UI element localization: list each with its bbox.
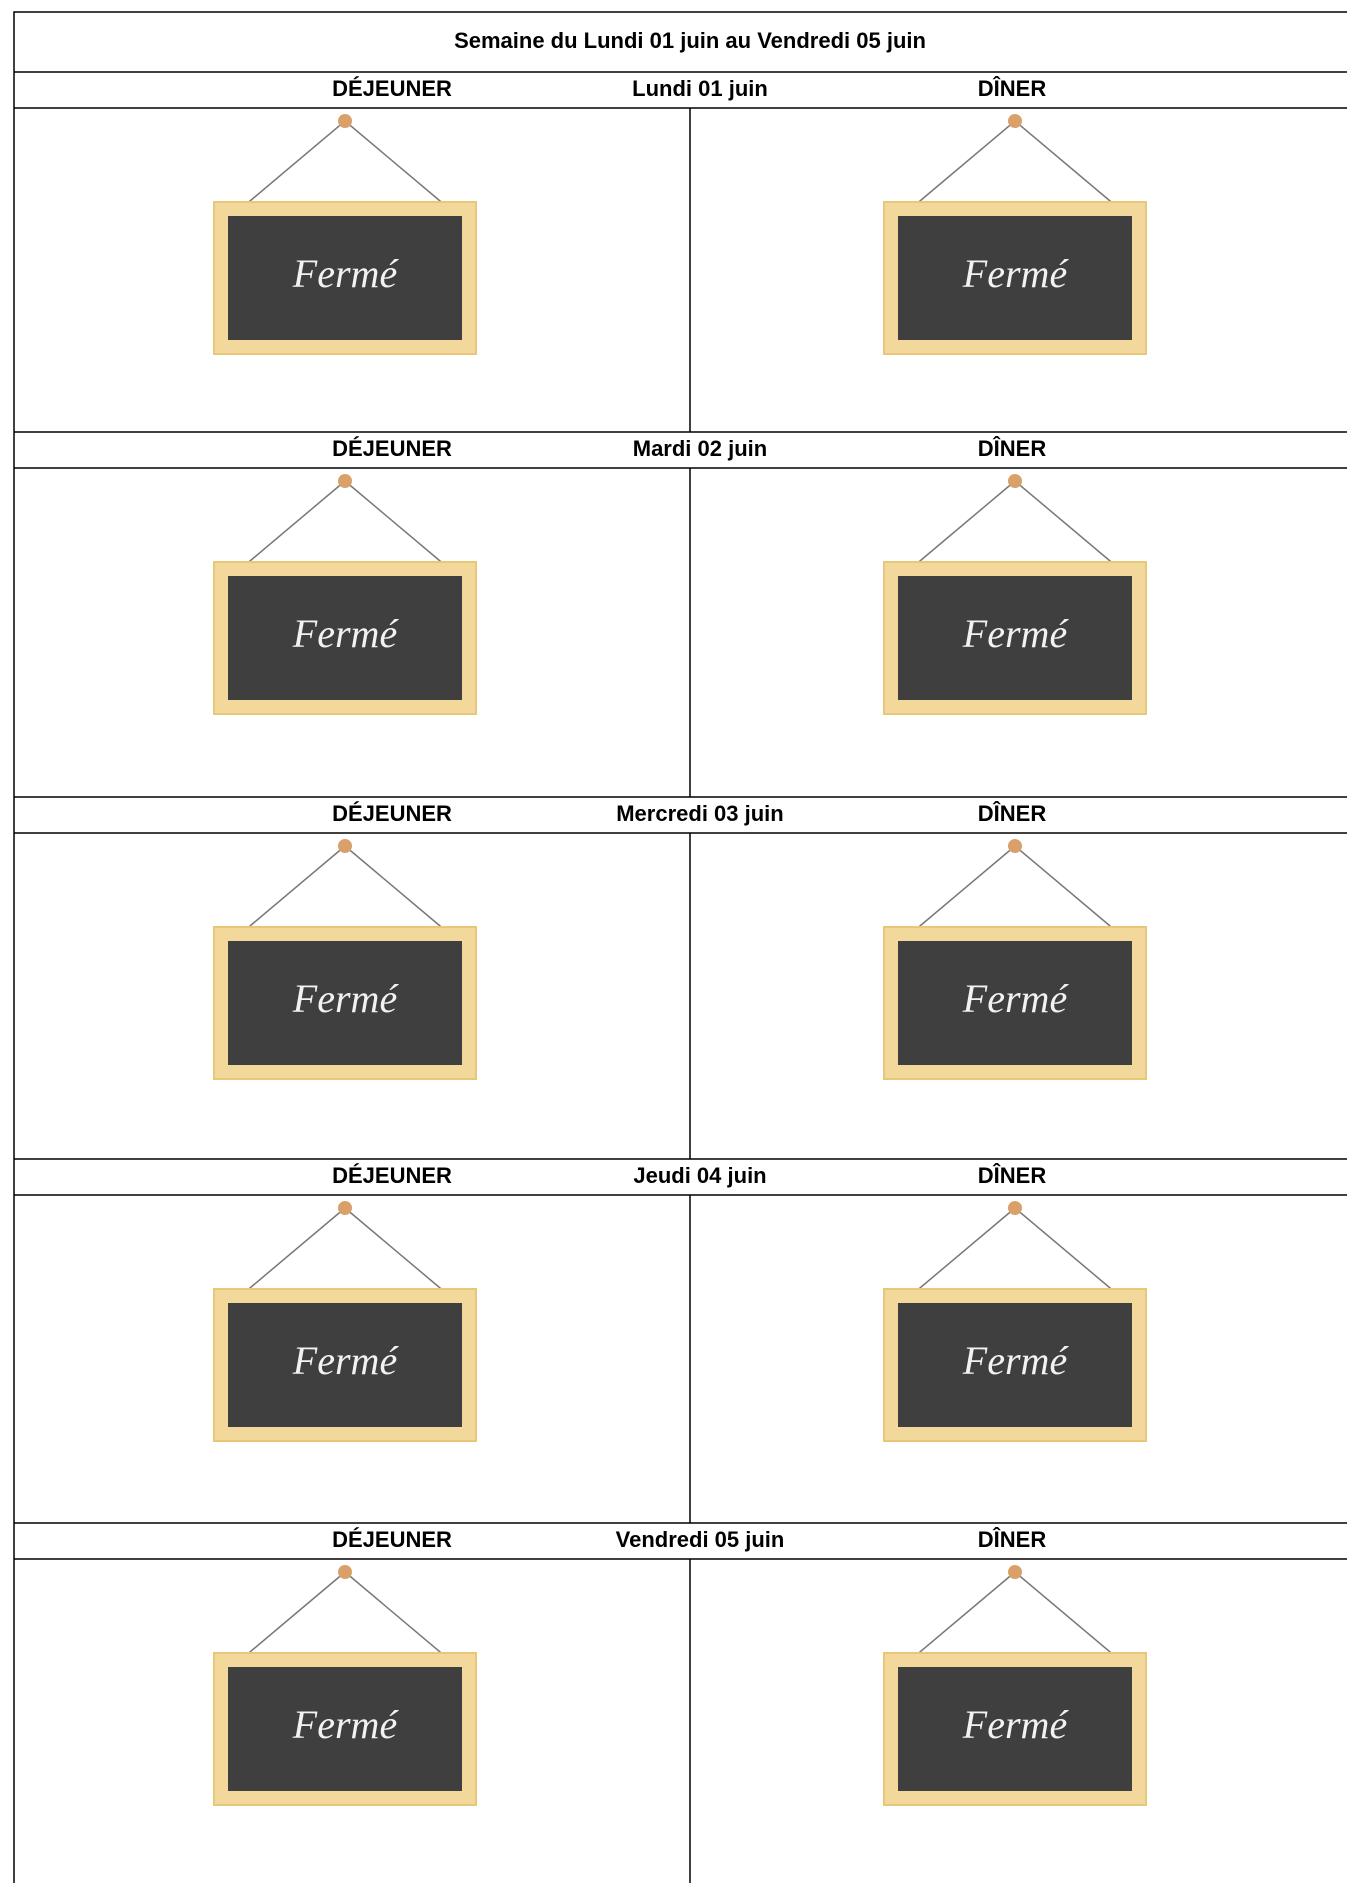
sign-string	[344, 480, 447, 567]
sign-pin	[1008, 1201, 1022, 1215]
sign-board	[228, 1667, 462, 1791]
sign-text: Fermé	[292, 1338, 400, 1383]
sign-string	[913, 480, 1016, 567]
sign-board	[228, 216, 462, 340]
sign-pin	[1008, 1565, 1022, 1579]
sign-pin	[338, 1565, 352, 1579]
sign-string	[344, 845, 447, 932]
table-title: Semaine du Lundi 01 juin au Vendredi 05 …	[454, 28, 926, 53]
closed-sign: Fermé	[883, 1201, 1147, 1442]
sign-board	[898, 216, 1132, 340]
sign-string	[1014, 1207, 1117, 1294]
sign-string	[243, 120, 346, 207]
lunch-header: DÉJEUNER	[332, 436, 452, 461]
sign-text: Fermé	[292, 976, 400, 1021]
sign-pin	[338, 1201, 352, 1215]
sign-string	[344, 1571, 447, 1658]
day-label: Vendredi 05 juin	[616, 1527, 785, 1552]
day-label: Jeudi 04 juin	[633, 1163, 766, 1188]
sign-pin	[1008, 474, 1022, 488]
closed-sign: Fermé	[213, 114, 477, 355]
sign-board	[228, 576, 462, 700]
closed-sign: Fermé	[883, 474, 1147, 715]
sign-string	[913, 120, 1016, 207]
sign-string	[1014, 120, 1117, 207]
sign-pin	[1008, 114, 1022, 128]
sign-string	[1014, 845, 1117, 932]
lunch-header: DÉJEUNER	[332, 1163, 452, 1188]
sign-string	[1014, 480, 1117, 567]
day-label: Lundi 01 juin	[632, 76, 768, 101]
table-border	[13, 11, 1347, 1883]
sign-board	[898, 576, 1132, 700]
day-label: Mardi 02 juin	[633, 436, 767, 461]
closed-sign: Fermé	[883, 839, 1147, 1080]
day-label: Mercredi 03 juin	[616, 801, 784, 826]
sign-string	[344, 1207, 447, 1294]
sign-text: Fermé	[292, 251, 400, 296]
closed-sign: Fermé	[883, 1565, 1147, 1806]
closed-sign: Fermé	[213, 839, 477, 1080]
closed-sign: Fermé	[213, 1201, 477, 1442]
sign-text: Fermé	[292, 611, 400, 656]
sign-pin	[338, 114, 352, 128]
sign-string	[913, 1207, 1016, 1294]
lunch-header: DÉJEUNER	[332, 1527, 452, 1552]
sign-pin	[338, 839, 352, 853]
closed-sign: Fermé	[213, 1565, 477, 1806]
sign-board	[898, 1667, 1132, 1791]
dinner-header: DÎNER	[978, 436, 1047, 461]
sign-string	[243, 1571, 346, 1658]
dinner-header: DÎNER	[978, 1527, 1047, 1552]
lunch-header: DÉJEUNER	[332, 801, 452, 826]
dinner-header: DÎNER	[978, 801, 1047, 826]
sign-board	[898, 1303, 1132, 1427]
sign-string	[913, 845, 1016, 932]
sign-string	[243, 845, 346, 932]
sign-board	[228, 1303, 462, 1427]
closed-sign: Fermé	[213, 474, 477, 715]
sign-string	[243, 1207, 346, 1294]
sign-pin	[338, 474, 352, 488]
sign-text: Fermé	[962, 1702, 1070, 1747]
sign-string	[1014, 1571, 1117, 1658]
lunch-header: DÉJEUNER	[332, 76, 452, 101]
sign-string	[913, 1571, 1016, 1658]
sign-text: Fermé	[962, 611, 1070, 656]
sign-string	[243, 480, 346, 567]
sign-text: Fermé	[292, 1702, 400, 1747]
dinner-header: DÎNER	[978, 76, 1047, 101]
sign-board	[228, 941, 462, 1065]
sign-pin	[1008, 839, 1022, 853]
closed-sign: Fermé	[883, 114, 1147, 355]
sign-text: Fermé	[962, 251, 1070, 296]
dinner-header: DÎNER	[978, 1163, 1047, 1188]
sign-string	[344, 120, 447, 207]
sign-board	[898, 941, 1132, 1065]
sign-text: Fermé	[962, 1338, 1070, 1383]
sign-text: Fermé	[962, 976, 1070, 1021]
